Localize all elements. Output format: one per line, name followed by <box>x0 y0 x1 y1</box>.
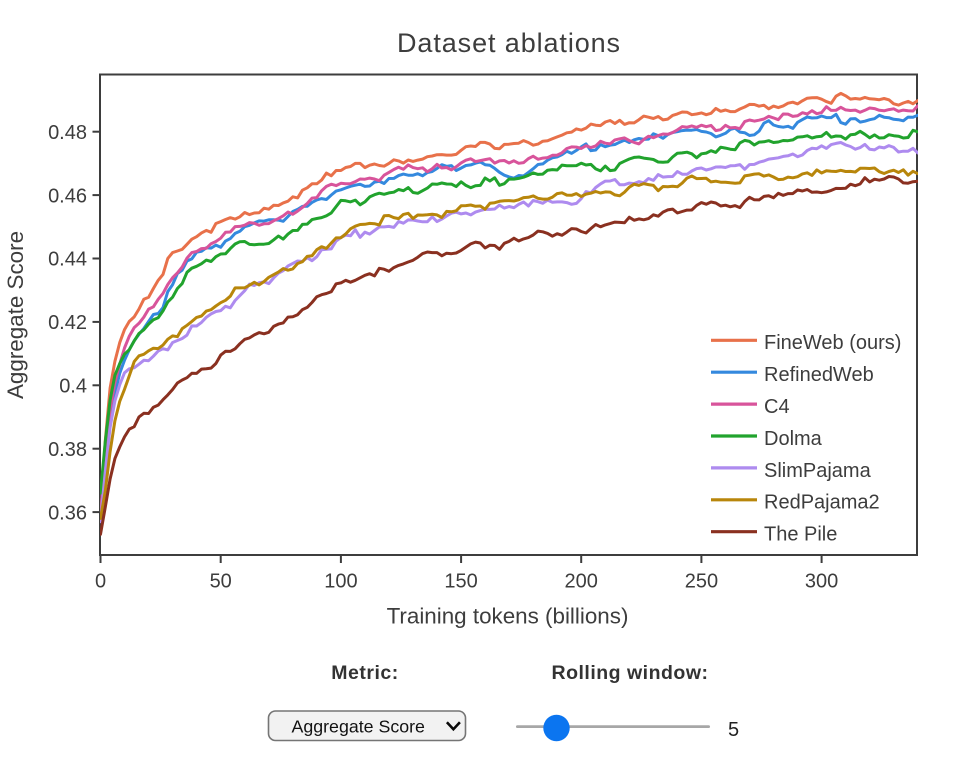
svg-text:0.4: 0.4 <box>59 376 87 398</box>
svg-text:FineWeb (ours): FineWeb (ours) <box>764 332 901 354</box>
svg-text:0: 0 <box>95 571 106 593</box>
svg-text:0.38: 0.38 <box>48 439 87 461</box>
svg-text:Training tokens (billions): Training tokens (billions) <box>387 604 629 629</box>
svg-text:0.48: 0.48 <box>48 122 87 144</box>
svg-text:150: 150 <box>444 571 477 593</box>
svg-text:RefinedWeb: RefinedWeb <box>764 364 874 386</box>
svg-text:0.46: 0.46 <box>48 185 87 207</box>
svg-text:50: 50 <box>210 571 232 593</box>
svg-text:200: 200 <box>565 571 598 593</box>
svg-text:0.42: 0.42 <box>48 312 87 334</box>
svg-text:250: 250 <box>685 571 718 593</box>
svg-text:Dolma: Dolma <box>764 428 823 450</box>
svg-text:Rolling window:: Rolling window: <box>552 662 709 684</box>
svg-text:5: 5 <box>728 719 739 741</box>
svg-text:The Pile: The Pile <box>764 524 837 546</box>
svg-text:Aggregate Score: Aggregate Score <box>3 231 28 399</box>
svg-text:0.44: 0.44 <box>48 249 87 271</box>
svg-text:Dataset ablations: Dataset ablations <box>397 28 621 58</box>
svg-text:300: 300 <box>805 571 838 593</box>
svg-text:RedPajama2: RedPajama2 <box>764 492 880 514</box>
svg-text:Aggregate Score: Aggregate Score <box>292 717 426 737</box>
svg-text:0.36: 0.36 <box>48 502 87 524</box>
svg-text:C4: C4 <box>764 396 790 418</box>
svg-text:100: 100 <box>324 571 357 593</box>
svg-text:Metric:: Metric: <box>331 662 398 684</box>
svg-text:SlimPajama: SlimPajama <box>764 460 872 482</box>
